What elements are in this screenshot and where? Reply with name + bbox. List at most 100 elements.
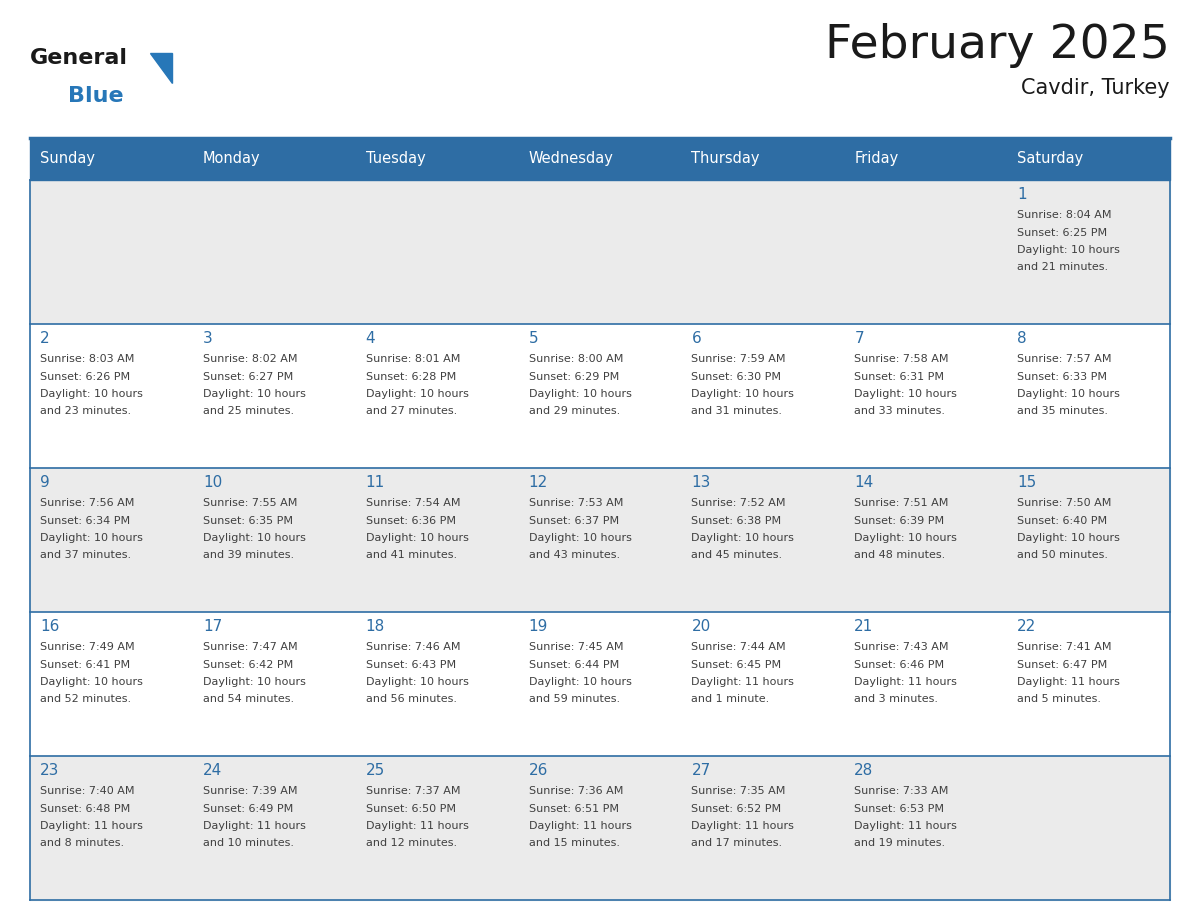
Text: and 33 minutes.: and 33 minutes.: [854, 407, 946, 417]
Text: Sunrise: 7:53 AM: Sunrise: 7:53 AM: [529, 498, 623, 508]
Text: Daylight: 10 hours: Daylight: 10 hours: [854, 533, 958, 543]
Text: Sunrise: 7:51 AM: Sunrise: 7:51 AM: [854, 498, 949, 508]
Text: Sunrise: 7:47 AM: Sunrise: 7:47 AM: [203, 642, 297, 652]
Text: 19: 19: [529, 619, 548, 634]
Text: 4: 4: [366, 331, 375, 346]
Text: Daylight: 11 hours: Daylight: 11 hours: [1017, 677, 1120, 687]
Text: Monday: Monday: [203, 151, 260, 166]
Text: Daylight: 10 hours: Daylight: 10 hours: [40, 677, 143, 687]
Text: and 45 minutes.: and 45 minutes.: [691, 551, 783, 561]
Text: Sunrise: 8:03 AM: Sunrise: 8:03 AM: [40, 354, 134, 364]
Bar: [30, 138, 1170, 180]
Text: Daylight: 10 hours: Daylight: 10 hours: [366, 389, 468, 399]
Text: Sunset: 6:30 PM: Sunset: 6:30 PM: [691, 372, 782, 382]
Text: and 15 minutes.: and 15 minutes.: [529, 838, 620, 848]
Text: Sunset: 6:25 PM: Sunset: 6:25 PM: [1017, 228, 1107, 238]
Text: and 3 minutes.: and 3 minutes.: [854, 695, 939, 704]
Text: 28: 28: [854, 763, 873, 778]
Text: and 1 minute.: and 1 minute.: [691, 695, 770, 704]
Text: Daylight: 11 hours: Daylight: 11 hours: [203, 821, 305, 831]
Polygon shape: [150, 53, 172, 83]
Text: Tuesday: Tuesday: [366, 151, 425, 166]
Bar: [30, 324, 1170, 468]
Text: Daylight: 11 hours: Daylight: 11 hours: [854, 677, 958, 687]
Text: 7: 7: [854, 331, 864, 346]
Text: 26: 26: [529, 763, 548, 778]
Text: and 8 minutes.: and 8 minutes.: [40, 838, 124, 848]
Text: Daylight: 10 hours: Daylight: 10 hours: [40, 533, 143, 543]
Text: and 23 minutes.: and 23 minutes.: [40, 407, 131, 417]
Text: and 19 minutes.: and 19 minutes.: [854, 838, 946, 848]
Bar: [30, 612, 1170, 756]
Text: Sunset: 6:35 PM: Sunset: 6:35 PM: [203, 516, 293, 525]
Text: Sunrise: 7:37 AM: Sunrise: 7:37 AM: [366, 786, 460, 796]
Text: Sunset: 6:52 PM: Sunset: 6:52 PM: [691, 803, 782, 813]
Text: 2: 2: [40, 331, 50, 346]
Text: and 35 minutes.: and 35 minutes.: [1017, 407, 1108, 417]
Text: 24: 24: [203, 763, 222, 778]
Text: Sunrise: 7:35 AM: Sunrise: 7:35 AM: [691, 786, 785, 796]
Text: Sunrise: 7:59 AM: Sunrise: 7:59 AM: [691, 354, 786, 364]
Text: 14: 14: [854, 475, 873, 490]
Text: and 10 minutes.: and 10 minutes.: [203, 838, 293, 848]
Text: Cavdir, Turkey: Cavdir, Turkey: [1022, 78, 1170, 98]
Text: Sunrise: 7:33 AM: Sunrise: 7:33 AM: [854, 786, 949, 796]
Text: Daylight: 11 hours: Daylight: 11 hours: [854, 821, 958, 831]
Text: Sunrise: 7:54 AM: Sunrise: 7:54 AM: [366, 498, 460, 508]
Text: Daylight: 10 hours: Daylight: 10 hours: [691, 389, 795, 399]
Text: and 17 minutes.: and 17 minutes.: [691, 838, 783, 848]
Text: Sunrise: 7:39 AM: Sunrise: 7:39 AM: [203, 786, 297, 796]
Text: Sunset: 6:39 PM: Sunset: 6:39 PM: [854, 516, 944, 525]
Text: Daylight: 10 hours: Daylight: 10 hours: [529, 533, 632, 543]
Text: Sunset: 6:34 PM: Sunset: 6:34 PM: [40, 516, 131, 525]
Text: and 31 minutes.: and 31 minutes.: [691, 407, 783, 417]
Text: Sunrise: 7:52 AM: Sunrise: 7:52 AM: [691, 498, 786, 508]
Text: 17: 17: [203, 619, 222, 634]
Text: Sunset: 6:28 PM: Sunset: 6:28 PM: [366, 372, 456, 382]
Text: Sunset: 6:26 PM: Sunset: 6:26 PM: [40, 372, 131, 382]
Text: Sunday: Sunday: [40, 151, 95, 166]
Text: Daylight: 10 hours: Daylight: 10 hours: [854, 389, 958, 399]
Text: Daylight: 10 hours: Daylight: 10 hours: [1017, 389, 1120, 399]
Text: Daylight: 10 hours: Daylight: 10 hours: [203, 389, 305, 399]
Text: Sunrise: 7:43 AM: Sunrise: 7:43 AM: [854, 642, 949, 652]
Text: Sunset: 6:38 PM: Sunset: 6:38 PM: [691, 516, 782, 525]
Text: and 56 minutes.: and 56 minutes.: [366, 695, 456, 704]
Text: Daylight: 10 hours: Daylight: 10 hours: [691, 533, 795, 543]
Text: General: General: [30, 48, 128, 68]
Text: Sunrise: 7:44 AM: Sunrise: 7:44 AM: [691, 642, 786, 652]
Text: Sunset: 6:29 PM: Sunset: 6:29 PM: [529, 372, 619, 382]
Text: Daylight: 10 hours: Daylight: 10 hours: [366, 677, 468, 687]
Text: and 39 minutes.: and 39 minutes.: [203, 551, 293, 561]
Text: Sunrise: 8:00 AM: Sunrise: 8:00 AM: [529, 354, 623, 364]
Text: 25: 25: [366, 763, 385, 778]
Text: Sunset: 6:44 PM: Sunset: 6:44 PM: [529, 659, 619, 669]
Text: 3: 3: [203, 331, 213, 346]
Text: Daylight: 10 hours: Daylight: 10 hours: [1017, 533, 1120, 543]
Text: Daylight: 10 hours: Daylight: 10 hours: [203, 533, 305, 543]
Text: 20: 20: [691, 619, 710, 634]
Text: and 12 minutes.: and 12 minutes.: [366, 838, 457, 848]
Text: Sunrise: 7:50 AM: Sunrise: 7:50 AM: [1017, 498, 1112, 508]
Text: Daylight: 10 hours: Daylight: 10 hours: [203, 677, 305, 687]
Text: Sunrise: 7:41 AM: Sunrise: 7:41 AM: [1017, 642, 1112, 652]
Text: Sunset: 6:45 PM: Sunset: 6:45 PM: [691, 659, 782, 669]
Text: Sunset: 6:41 PM: Sunset: 6:41 PM: [40, 659, 131, 669]
Text: Sunrise: 7:57 AM: Sunrise: 7:57 AM: [1017, 354, 1112, 364]
Text: and 5 minutes.: and 5 minutes.: [1017, 695, 1101, 704]
Text: 15: 15: [1017, 475, 1036, 490]
Text: and 59 minutes.: and 59 minutes.: [529, 695, 620, 704]
Text: Thursday: Thursday: [691, 151, 760, 166]
Text: Sunrise: 7:46 AM: Sunrise: 7:46 AM: [366, 642, 460, 652]
Text: Sunset: 6:40 PM: Sunset: 6:40 PM: [1017, 516, 1107, 525]
Text: Sunrise: 8:04 AM: Sunrise: 8:04 AM: [1017, 210, 1112, 220]
Bar: [30, 468, 1170, 612]
Text: and 29 minutes.: and 29 minutes.: [529, 407, 620, 417]
Bar: [30, 180, 1170, 324]
Text: and 21 minutes.: and 21 minutes.: [1017, 263, 1108, 273]
Text: 13: 13: [691, 475, 710, 490]
Text: Sunset: 6:31 PM: Sunset: 6:31 PM: [854, 372, 944, 382]
Text: Daylight: 10 hours: Daylight: 10 hours: [366, 533, 468, 543]
Text: 21: 21: [854, 619, 873, 634]
Text: February 2025: February 2025: [826, 23, 1170, 68]
